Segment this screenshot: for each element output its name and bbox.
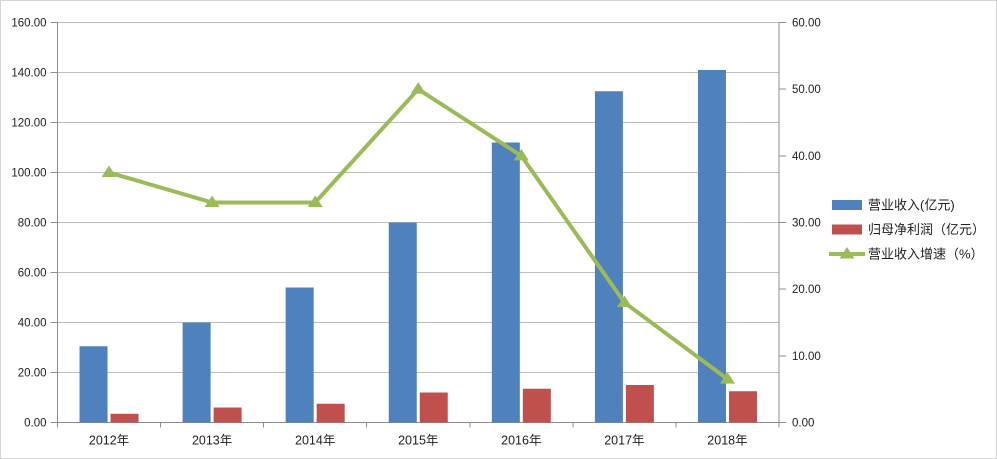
growth-point-2018年 [719,372,735,384]
revenue-bar-2014年 [285,287,314,423]
legend-label-growth: 营业收入增速（%） [868,247,984,262]
x-axis-label: 2012年 [89,434,129,448]
x-axis-label: 2014年 [295,434,335,448]
growth-point-2015年 [410,82,426,94]
left-axis-tick-label: 60.00 [18,268,47,280]
profit-bar-2013年 [213,407,242,423]
x-axis-label: 2016年 [501,434,541,448]
growth-point-2017年 [616,295,632,307]
right-axis-tick-label: 50.00 [792,84,821,96]
x-axis-label: 2013年 [192,434,232,448]
left-axis-tick-label: 80.00 [18,218,47,230]
growth-point-2013年 [204,195,220,207]
right-axis-tick-label: 40.00 [792,151,821,163]
right-axis-tick-label: 0.00 [792,418,814,430]
left-axis-tick-label: 100.00 [11,168,46,180]
left-axis-tick-label: 20.00 [18,368,47,380]
left-axis-tick-label: 160.00 [11,18,46,30]
profit-bar-2012年 [110,413,139,423]
legend-label-profit: 归母净利润（亿元） [868,222,985,237]
growth-point-2016年 [513,148,529,161]
left-axis-tick-label: 140.00 [11,68,46,80]
left-axis-tick-label: 120.00 [11,118,46,130]
revenue-bar-2018年 [697,70,726,423]
right-axis-tick-label: 20.00 [792,284,821,296]
profit-bar-2015年 [419,392,448,423]
left-axis-tick-label: 40.00 [18,318,47,330]
profit-bar-2018年 [728,391,757,423]
profit-bar-2014年 [316,403,345,423]
legend-marker-growth [839,247,855,259]
profit-bar-2016年 [522,388,551,423]
legend-swatch-profit [832,224,862,235]
legend-swatch-revenue [832,200,862,210]
growth-point-2014年 [307,195,323,207]
right-axis-tick-label: 10.00 [792,351,821,363]
x-axis-label: 2018年 [707,434,747,448]
growth-point-2012年 [101,165,117,177]
legend-label-revenue: 营业收入(亿元) [868,198,955,213]
revenue-bar-2015年 [388,222,417,423]
right-axis-tick-label: 30.00 [792,218,821,230]
revenue-bar-2016年 [491,142,520,423]
left-axis-tick-label: 0.00 [24,418,46,430]
profit-bar-2017年 [625,385,654,423]
right-axis-tick-label: 60.00 [792,18,821,30]
revenue-bar-2017年 [594,91,623,423]
revenue-bar-2013年 [182,322,211,423]
x-axis-label: 2017年 [604,434,644,448]
revenue-bar-2012年 [79,346,108,423]
x-axis-label: 2015年 [398,434,438,448]
